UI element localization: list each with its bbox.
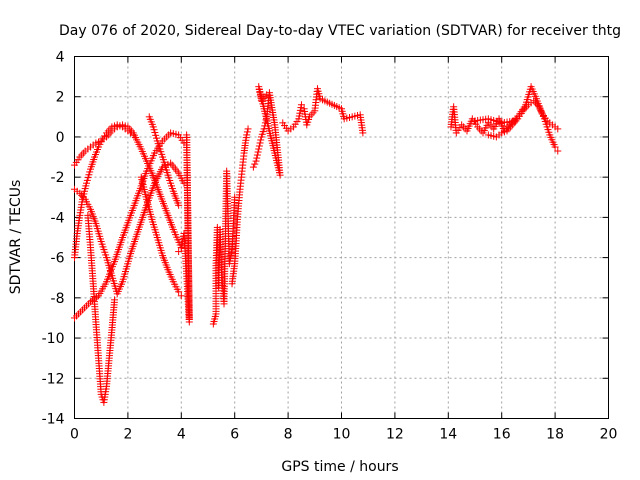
series-arc-7 (145, 113, 183, 209)
data-point-interp (256, 139, 264, 147)
data-point (177, 292, 185, 300)
data-point (111, 296, 119, 304)
data-point (297, 101, 305, 109)
x-tick-label: 8 (284, 427, 293, 443)
data-point-interp (251, 160, 259, 168)
data-point-interp (253, 151, 261, 159)
y-tick-label: -4 (51, 210, 65, 226)
x-axis-label: GPS time / hours (281, 459, 398, 475)
x-tick-label: 20 (600, 427, 618, 443)
y-tick-label: 2 (56, 90, 65, 106)
data-point (129, 131, 137, 139)
series-arc-4 (71, 121, 137, 262)
x-tick-label: 10 (333, 427, 351, 443)
data-point (175, 248, 183, 256)
x-tick-label: 6 (230, 427, 239, 443)
data-point (255, 145, 263, 153)
series-arc-1 (71, 129, 188, 322)
data-point (243, 131, 251, 139)
chart-title: Day 076 of 2020, Sidereal Day-to-day VTE… (59, 23, 621, 39)
y-tick-label: -8 (51, 291, 65, 307)
x-tick-label: 14 (439, 427, 457, 443)
series-cluster-6h (228, 125, 252, 288)
x-tick-label: 2 (123, 427, 132, 443)
data-point-interp (255, 142, 263, 150)
data-point (551, 143, 559, 151)
data-point (244, 125, 252, 133)
series-arc-16-18h-b (471, 83, 562, 133)
data-point (263, 91, 271, 99)
data-point (185, 314, 193, 322)
data-point-interp (253, 154, 261, 162)
x-tick-label: 0 (70, 427, 79, 443)
series-arc-6 (137, 173, 185, 300)
series-cluster-4h (175, 131, 193, 326)
data-points (71, 83, 562, 406)
data-point-interp (257, 136, 265, 144)
y-axis-label: SDTVAR / TECUs (8, 180, 24, 295)
x-tick-label: 16 (493, 427, 511, 443)
x-tick-label: 18 (546, 427, 564, 443)
y-tick-label: -12 (42, 371, 65, 387)
data-point-interp (243, 128, 251, 136)
x-tick-label: 12 (386, 427, 404, 443)
x-tick-label: 4 (177, 427, 186, 443)
y-tick-label: -10 (42, 331, 65, 347)
series-arc-5 (84, 211, 119, 406)
data-point (554, 125, 562, 133)
y-tick-label: 4 (56, 50, 65, 66)
grid (74, 56, 609, 419)
series-cluster-8h (279, 85, 367, 137)
axis-ticks: 0 2 4 6 8 10 12 14 16 18 20 -14 -12 -10 -8 -6 -4 -2 0 2 4 (42, 50, 618, 443)
series-cluster-7h (249, 83, 284, 179)
data-point (175, 288, 183, 296)
data-point (554, 147, 562, 155)
data-point-interp (254, 148, 262, 156)
y-tick-label: 0 (56, 130, 65, 146)
series-cluster-5h (209, 167, 239, 328)
data-point (175, 201, 183, 209)
y-tick-label: -14 (42, 412, 65, 428)
y-tick-label: -2 (51, 170, 65, 186)
data-point (249, 163, 257, 171)
y-tick-label: -6 (51, 251, 65, 267)
data-point (359, 129, 367, 137)
data-point (252, 157, 260, 165)
